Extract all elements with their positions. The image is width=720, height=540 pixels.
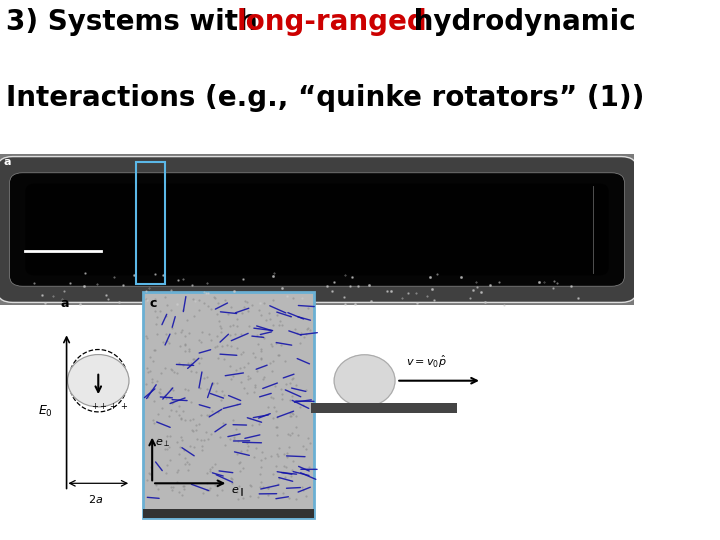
Text: $E_0$: $E_0$ <box>38 404 53 420</box>
Text: 3) Systems with: 3) Systems with <box>6 8 268 36</box>
Bar <box>0 154 634 305</box>
Bar <box>136 162 165 284</box>
Bar <box>143 509 314 518</box>
Text: a: a <box>3 157 11 167</box>
Text: $v = v_0\hat{p}$: $v = v_0\hat{p}$ <box>406 354 446 370</box>
Circle shape <box>334 355 395 407</box>
Text: $e_{\perp}$: $e_{\perp}$ <box>156 437 171 449</box>
Circle shape <box>68 355 129 407</box>
Text: $2a$: $2a$ <box>88 493 103 505</box>
Text: $e_{\parallel}$: $e_{\parallel}$ <box>231 486 245 500</box>
Text: Interactions (e.g., “quinke rotators” (1)): Interactions (e.g., “quinke rotators” (1… <box>6 84 644 112</box>
Text: long-ranged: long-ranged <box>236 8 427 36</box>
FancyBboxPatch shape <box>25 184 608 275</box>
Text: c: c <box>149 297 156 310</box>
Text: hydrodynamic: hydrodynamic <box>405 8 636 36</box>
Text: a: a <box>60 297 68 310</box>
Bar <box>311 403 456 413</box>
FancyBboxPatch shape <box>0 157 637 302</box>
FancyBboxPatch shape <box>9 173 624 286</box>
Bar <box>143 292 314 518</box>
Text: $++++$: $++++$ <box>91 401 128 411</box>
